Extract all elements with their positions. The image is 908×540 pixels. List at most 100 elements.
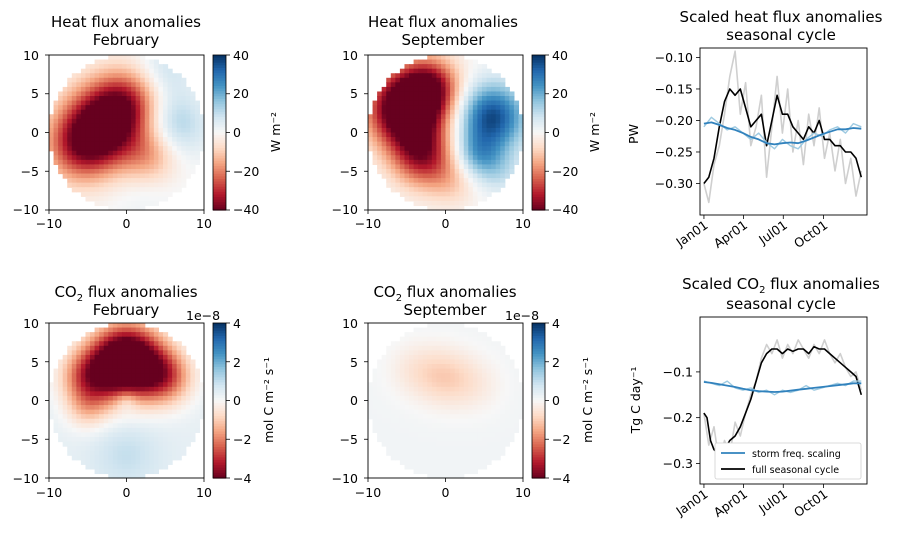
- heatmap-cell: [58, 373, 64, 379]
- heatmap-cell: [518, 405, 524, 411]
- heatmap-cell: [399, 364, 406, 370]
- heatmap-cell: [99, 182, 105, 188]
- colorbar-segment: [213, 106, 226, 110]
- heatmap-cell: [76, 141, 82, 147]
- heatmap-cell: [172, 395, 178, 402]
- heatmap-cell: [131, 191, 137, 197]
- heatmap-cell: [162, 464, 169, 470]
- heatmap-cell: [418, 414, 424, 420]
- colorbar-segment: [532, 160, 545, 165]
- heatmap-cell: [131, 459, 137, 465]
- heatmap-cell: [481, 409, 488, 415]
- heatmap-cell: [185, 364, 191, 370]
- heatmap-cell: [117, 405, 123, 411]
- heatmap-cell: [112, 432, 118, 438]
- heatmap-cell: [112, 464, 118, 470]
- heatmap-cell: [399, 137, 406, 143]
- heatmap-cell: [76, 173, 82, 179]
- heatmap-cell: [121, 173, 128, 179]
- heatmap-cell: [90, 359, 96, 365]
- heatmap-cell: [413, 105, 419, 111]
- heatmap-cell: [94, 377, 100, 383]
- heatmap-cell: [53, 405, 59, 411]
- heatmap-cell: [504, 436, 510, 443]
- heatmap-cell: [509, 377, 515, 383]
- heatmap-cell: [117, 82, 123, 88]
- heatmap-cell: [131, 350, 137, 356]
- heatmap-cell: [386, 132, 392, 138]
- heatmap-cell: [468, 332, 474, 338]
- heatmap-cell: [481, 68, 488, 74]
- heatmap-cell: [427, 200, 433, 207]
- heatmap-cell: [126, 395, 132, 402]
- colorbar-label: W m⁻²: [268, 112, 283, 152]
- heatmap-cell: [445, 373, 451, 379]
- heatmap-cell: [445, 341, 451, 347]
- heatmap-cell: [144, 187, 150, 193]
- legend-box: [714, 442, 862, 480]
- heatmap-cell: [454, 373, 460, 379]
- heatmap-cell: [117, 327, 123, 333]
- heatmap-cell: [513, 114, 520, 120]
- heatmap-cell: [422, 432, 428, 438]
- heatmap-cell: [399, 345, 406, 351]
- heatmap-cell: [427, 155, 433, 161]
- heatmap-cell: [121, 423, 128, 429]
- heatmap-cell: [450, 391, 456, 397]
- heatmap-cell: [427, 73, 433, 79]
- heatmap-cell: [454, 73, 460, 79]
- heatmap-cell: [131, 91, 137, 97]
- heatmap-cell: [436, 159, 442, 166]
- heatmap-cell: [103, 96, 109, 102]
- heatmap-cell: [477, 377, 483, 383]
- heatmap-cell: [436, 432, 442, 438]
- colorbar-segment: [532, 101, 545, 105]
- colorbar-segment: [213, 176, 226, 180]
- heatmap-cell: [71, 432, 77, 438]
- heatmap-cell: [454, 423, 460, 429]
- heatmap-cell: [459, 86, 465, 93]
- heatmap-cell: [85, 127, 91, 134]
- heatmap-cell: [399, 182, 406, 188]
- heatmap-cell: [99, 200, 105, 207]
- heatmap-cell: [413, 432, 419, 438]
- heatmap-cell: [49, 127, 55, 134]
- heatmap-cell: [126, 82, 132, 88]
- heatmap-cell: [80, 432, 87, 438]
- heatmap-cell: [126, 391, 132, 397]
- heatmap-cell: [194, 382, 201, 388]
- heatmap-cell: [149, 146, 155, 152]
- heatmap-cell: [90, 345, 96, 351]
- heatmap-cell: [468, 173, 474, 179]
- heatmap-cell: [509, 118, 515, 124]
- heatmap-cell: [413, 354, 419, 361]
- heatmap-cell: [377, 418, 383, 424]
- heatmap-cell: [53, 155, 59, 161]
- heatmap-cell: [422, 468, 428, 475]
- heatmap-cell: [140, 332, 146, 338]
- heatmap-cell: [422, 395, 428, 402]
- heatmap-cell: [395, 146, 401, 152]
- heatmap-cell: [445, 100, 451, 106]
- heatmap-cell: [112, 132, 118, 138]
- heatmap-cell: [395, 350, 401, 356]
- heatmap-cell: [158, 114, 164, 120]
- heatmap-cell: [399, 432, 406, 438]
- heatmap-cell: [495, 400, 501, 406]
- heatmap-cell: [372, 377, 378, 383]
- heatmap-cell: [80, 86, 87, 93]
- colorbar-segment: [213, 65, 226, 69]
- heatmap-cell: [445, 109, 451, 115]
- heatmap-cell: [99, 395, 105, 402]
- heatmap-cell: [472, 118, 479, 124]
- heatmap-cell: [71, 150, 77, 156]
- heatmap-cell: [126, 455, 132, 461]
- y-tick-label: 10: [342, 48, 358, 63]
- heatmap-cell: [477, 64, 483, 70]
- heatmap-cell: [167, 432, 173, 438]
- heatmap-cell: [500, 96, 506, 102]
- heatmap-cell: [450, 191, 456, 197]
- heatmap-cell: [450, 150, 456, 156]
- heatmap-cell: [491, 436, 497, 443]
- heatmap-cell: [495, 373, 501, 379]
